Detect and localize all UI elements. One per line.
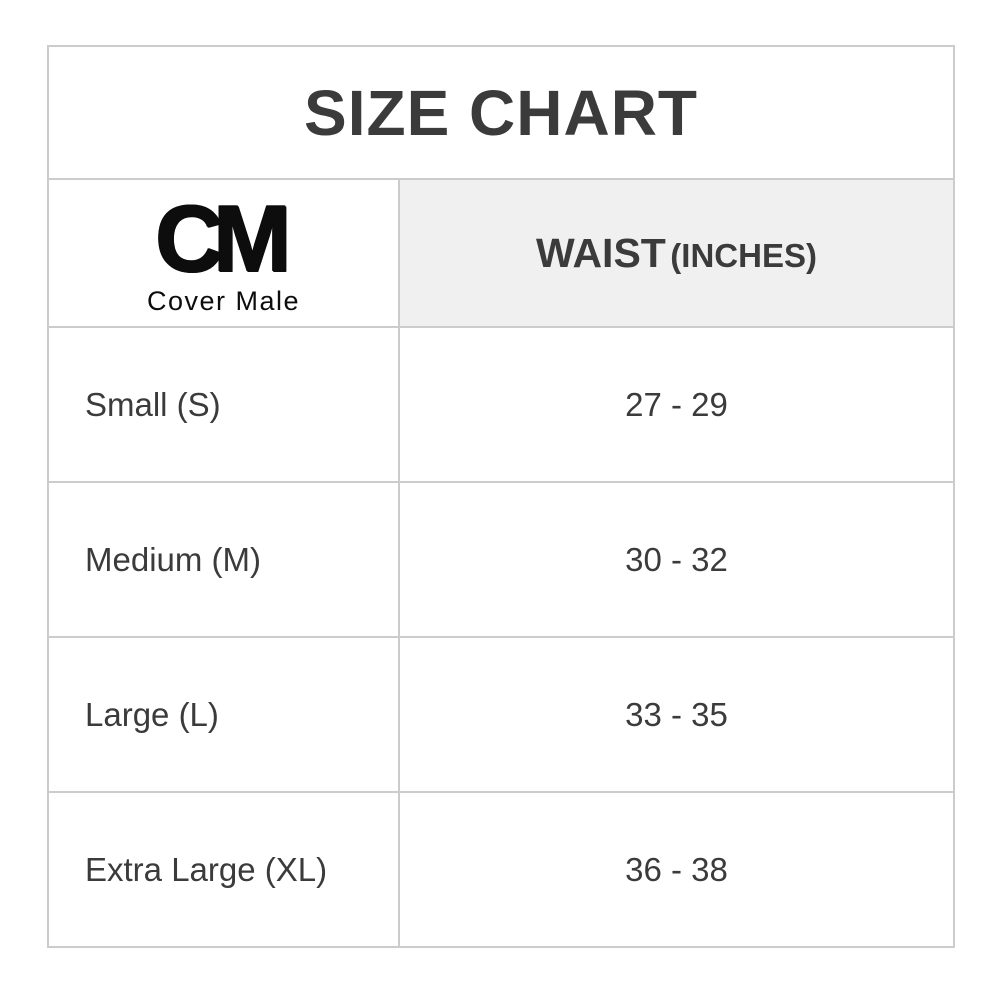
size-label-small: Small (S) [47,326,400,483]
waist-value-medium: 30 - 32 [398,481,955,638]
size-chart: SIZE CHART CM Cover Male WAIST (INCHES) … [47,45,955,948]
table-row: Large (L) 33 - 35 [47,636,955,793]
title-row: SIZE CHART [47,45,955,180]
page-title: SIZE CHART [304,76,698,149]
title-cell: SIZE CHART [47,45,955,180]
cover-male-logo: CM Cover Male [146,185,301,316]
waist-value-extra-large: 36 - 38 [398,791,955,948]
table-row: Extra Large (XL) 36 - 38 [47,791,955,948]
size-chart-table: SIZE CHART CM Cover Male WAIST (INCHES) … [47,45,955,948]
waist-value-large: 33 - 35 [398,636,955,793]
waist-value-small: 27 - 29 [398,326,955,483]
brand-logo-cell: CM Cover Male [47,178,400,328]
size-label-medium: Medium (M) [47,481,400,638]
waist-column-header: WAIST (INCHES) [398,178,955,328]
size-label-large: Large (L) [47,636,400,793]
table-row: Medium (M) 30 - 32 [47,481,955,638]
header-row: CM Cover Male WAIST (INCHES) [47,178,955,328]
brand-name: Cover Male [146,285,301,316]
waist-header-label: WAIST [536,229,666,276]
waist-header-unit: (INCHES) [670,236,817,274]
size-label-extra-large: Extra Large (XL) [47,791,400,948]
table-row: Small (S) 27 - 29 [47,326,955,483]
brand-initials: CM [155,185,291,291]
